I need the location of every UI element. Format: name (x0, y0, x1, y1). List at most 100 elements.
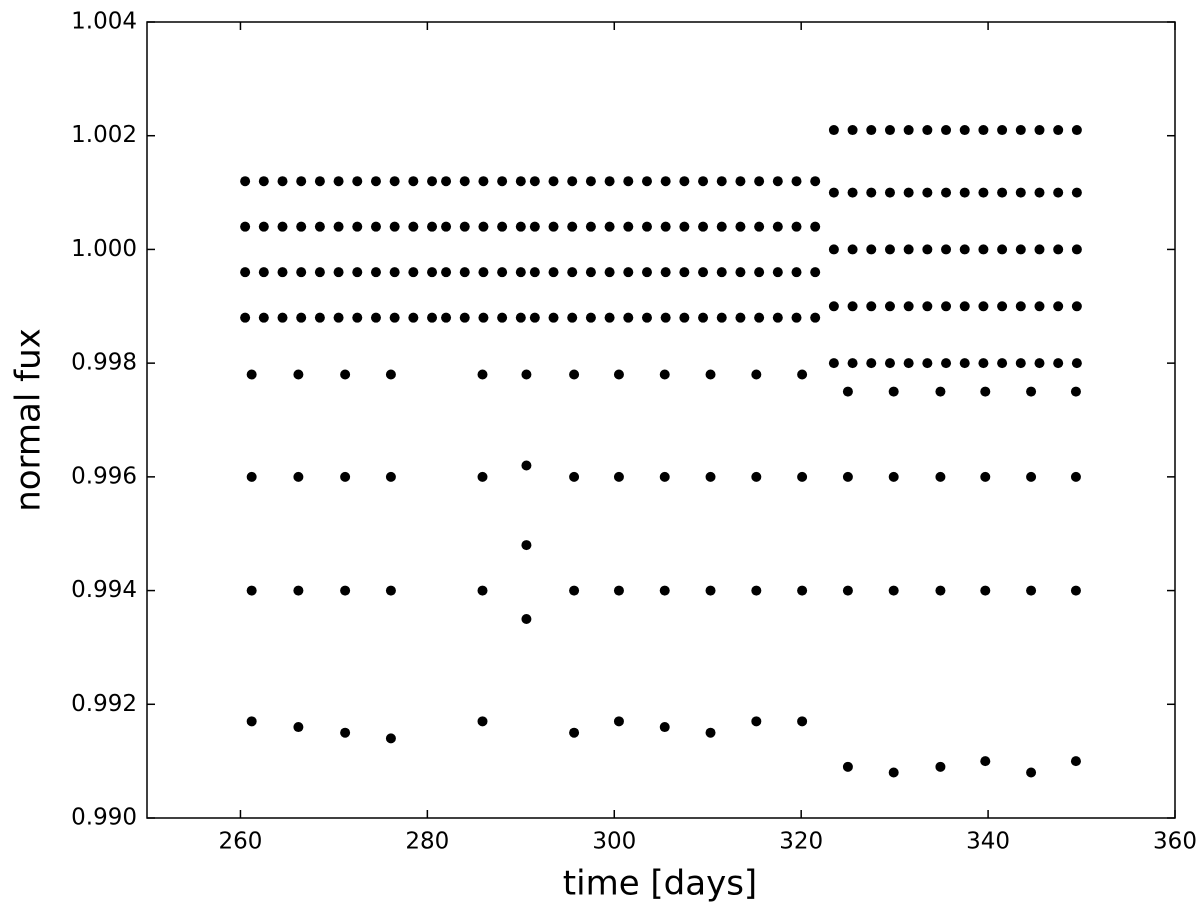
data-point (246, 369, 257, 380)
data-point (459, 312, 470, 323)
data-point (751, 369, 762, 380)
data-point (340, 471, 351, 482)
data-point (828, 244, 839, 255)
data-point (705, 585, 716, 596)
data-point (679, 267, 690, 278)
data-point (521, 614, 532, 624)
data-point (240, 221, 251, 232)
data-point (340, 369, 351, 380)
data-point (1026, 767, 1037, 778)
data-point (258, 267, 269, 278)
data-point (521, 369, 532, 380)
data-point (888, 767, 899, 778)
x-tick-label: 360 (1153, 829, 1197, 855)
data-point (698, 176, 709, 187)
data-point (314, 267, 325, 278)
data-point (641, 267, 652, 278)
data-point (385, 733, 396, 744)
data-point (751, 471, 762, 482)
data-point (941, 358, 952, 369)
data-point (613, 471, 624, 482)
data-point (997, 244, 1008, 255)
x-tick-label: 300 (592, 829, 636, 855)
data-point (1071, 358, 1082, 369)
data-point (847, 301, 858, 312)
data-point (847, 125, 858, 136)
data-point (810, 221, 821, 232)
data-point (389, 267, 400, 278)
data-point (842, 471, 853, 482)
data-point (604, 267, 615, 278)
data-point (623, 176, 634, 187)
data-point (888, 585, 899, 596)
data-point (459, 267, 470, 278)
data-point (389, 221, 400, 232)
data-point (567, 267, 578, 278)
data-point (240, 267, 251, 278)
data-point (959, 358, 970, 369)
data-point (477, 585, 488, 596)
data-point (641, 221, 652, 232)
data-point (1026, 386, 1037, 397)
x-tick-label: 320 (779, 829, 823, 855)
data-point (604, 312, 615, 323)
data-point (569, 369, 580, 380)
data-point (980, 756, 991, 767)
data-point (314, 312, 325, 323)
data-point (659, 369, 670, 380)
data-point (477, 471, 488, 482)
data-point (716, 312, 727, 323)
data-point (293, 585, 304, 596)
data-point (1053, 301, 1064, 312)
data-point (441, 267, 452, 278)
data-point (548, 221, 559, 232)
data-point (1026, 585, 1037, 596)
data-point (698, 267, 709, 278)
y-tick-label: 0.994 (71, 577, 137, 603)
data-point (641, 312, 652, 323)
data-point (959, 187, 970, 198)
data-point (1071, 301, 1082, 312)
data-point (659, 471, 670, 482)
data-point (810, 312, 821, 323)
data-point (585, 176, 596, 187)
data-point (754, 312, 765, 323)
data-point (791, 312, 802, 323)
y-axis-label: normal fux (9, 328, 49, 512)
data-point (660, 312, 671, 323)
data-point (246, 716, 257, 727)
data-point (959, 301, 970, 312)
data-point (922, 244, 933, 255)
data-point (567, 176, 578, 187)
data-point (352, 176, 363, 187)
x-axis-label: time [days] (563, 864, 757, 904)
data-point (935, 761, 946, 772)
y-tick-label: 0.990 (71, 805, 137, 831)
data-point (1034, 358, 1045, 369)
data-point (847, 358, 858, 369)
data-point (613, 369, 624, 380)
data-point (997, 301, 1008, 312)
data-point (922, 125, 933, 136)
data-point (660, 176, 671, 187)
data-point (754, 176, 765, 187)
data-point (293, 471, 304, 482)
data-point (1026, 471, 1037, 482)
data-point (623, 312, 634, 323)
data-point (352, 312, 363, 323)
data-point (459, 176, 470, 187)
data-point (698, 221, 709, 232)
data-point (679, 312, 690, 323)
data-point (408, 221, 419, 232)
data-point (314, 176, 325, 187)
data-point (810, 267, 821, 278)
y-tick-label: 0.992 (71, 691, 137, 717)
data-point (888, 386, 899, 397)
data-point (903, 358, 914, 369)
data-point (754, 267, 765, 278)
data-point (258, 221, 269, 232)
data-point (529, 267, 540, 278)
data-point (997, 125, 1008, 136)
data-point (828, 125, 839, 136)
